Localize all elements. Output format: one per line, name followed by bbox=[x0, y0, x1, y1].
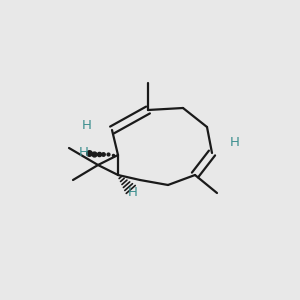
Text: H: H bbox=[79, 146, 89, 160]
Text: H: H bbox=[128, 185, 138, 199]
Text: H: H bbox=[82, 118, 92, 131]
Text: H: H bbox=[230, 136, 240, 149]
